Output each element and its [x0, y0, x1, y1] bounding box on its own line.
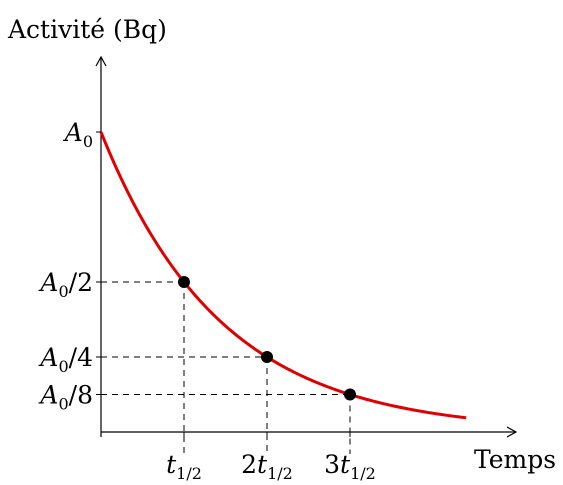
y-tick-label: A0/8 — [38, 381, 93, 414]
half-life-points — [178, 276, 356, 401]
x-axis-label: Temps — [474, 445, 556, 474]
y-axis-arrow-icon — [95, 55, 107, 67]
y-tick-label: A0 — [63, 118, 93, 151]
decay-curve — [99, 131, 467, 420]
y-tick-label: A0/4 — [38, 343, 93, 376]
y-tick-label: A0/2 — [38, 268, 93, 301]
data-point — [178, 276, 190, 288]
x-tick-label: t1/2 — [166, 450, 202, 483]
y-axis-label: Activité (Bq) — [7, 15, 167, 44]
x-tick-labels: t1/2 2t1/2 3t1/2 — [166, 432, 376, 483]
guide-lines — [101, 281, 351, 454]
x-tick-label: 2t1/2 — [241, 450, 293, 483]
y-tick-labels: A0 A0/2 A0/4 A0/8 — [38, 118, 101, 414]
data-point — [344, 388, 356, 401]
axes — [95, 55, 518, 438]
x-tick-label: 3t1/2 — [324, 450, 376, 483]
x-axis-arrow-icon — [506, 426, 518, 438]
data-point — [261, 351, 273, 363]
